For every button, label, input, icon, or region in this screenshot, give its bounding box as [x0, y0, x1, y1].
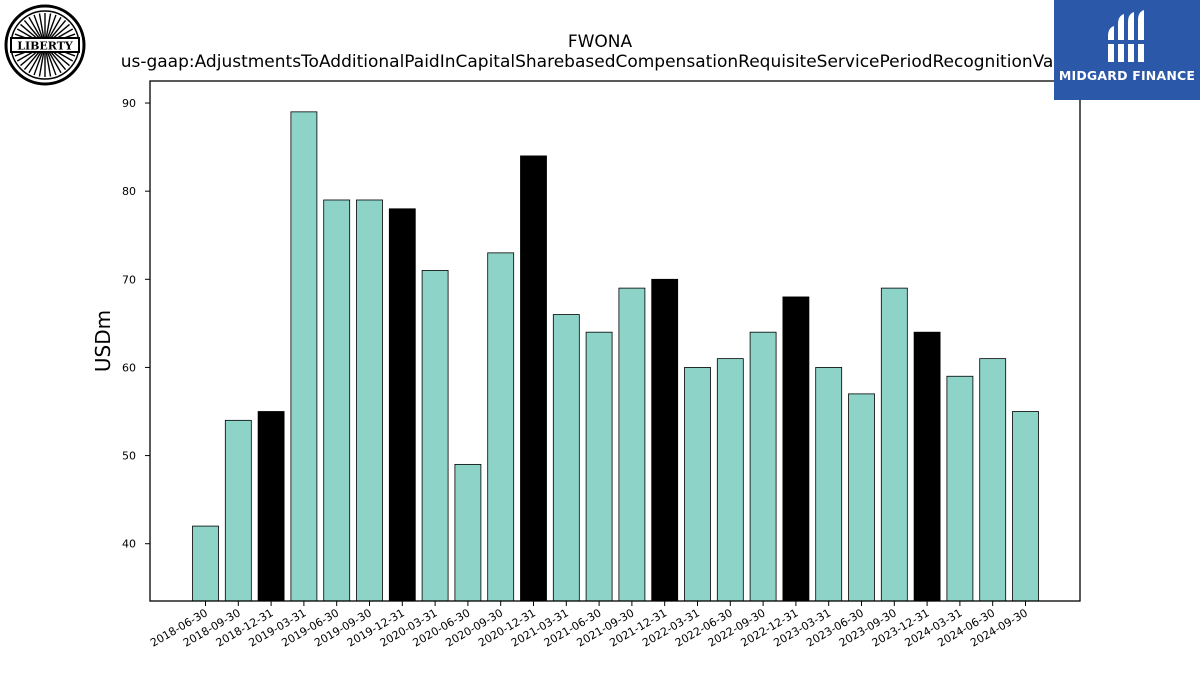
y-tick-label: 40 [122, 538, 136, 551]
logo-ray [49, 20, 67, 40]
bar-2019-12-31 [388, 208, 416, 602]
bar-2019-06-30 [323, 199, 351, 602]
bar-2020-03-31 [421, 270, 449, 602]
bar-2023-03-31 [815, 367, 843, 602]
chart-title: FWONA [567, 32, 633, 52]
bar-2021-03-31 [552, 314, 580, 602]
bar-2024-09-30 [1012, 411, 1039, 602]
logo-ray [23, 50, 41, 70]
bar-2018-12-31 [257, 411, 285, 602]
logo-ray [45, 13, 52, 38]
logo-ray [23, 20, 41, 40]
logo-ray [45, 52, 52, 77]
bar-2020-06-30 [454, 463, 482, 602]
y-axis: 40 50 60 70 80 90 [122, 97, 150, 551]
plot-frame [149, 80, 1081, 602]
bar-2022-09-30 [749, 331, 777, 602]
logo-ray [47, 14, 57, 38]
logo-ray [48, 51, 62, 74]
bar-2022-03-31 [684, 367, 711, 602]
bar-2018-09-30 [224, 419, 252, 602]
y-tick-label: 50 [122, 450, 136, 463]
bar-2019-03-31 [290, 111, 318, 602]
bars-group [192, 111, 1039, 602]
bar-2020-12-31 [520, 155, 547, 602]
logo-ray [47, 52, 57, 76]
bar-2021-09-30 [618, 287, 646, 602]
bar-2024-06-30 [979, 358, 1007, 602]
bar-2018-06-30 [192, 525, 219, 602]
logo-ray [49, 50, 67, 70]
bar-2023-12-31 [913, 331, 941, 602]
y-axis-label: USDm [91, 310, 115, 372]
logo-ray [48, 16, 62, 39]
midgard-finance-logo-text: MIDGARD FINANCE [1058, 68, 1196, 83]
logo-ray [38, 52, 45, 77]
logo-ray [38, 13, 45, 38]
logo-ray [33, 52, 43, 76]
bar-2023-06-30 [848, 393, 875, 602]
bar-2022-06-30 [716, 358, 744, 602]
bar-2021-12-31 [651, 278, 679, 602]
liberty-logo-text: LIBERTY [17, 40, 73, 53]
logo-ray [28, 51, 42, 74]
bar-2022-12-31 [782, 296, 810, 602]
liberty-logo: LIBERTY [4, 4, 86, 86]
bar-2024-03-31 [946, 375, 974, 602]
bar-2019-09-30 [356, 199, 383, 602]
logo-ray [28, 16, 42, 39]
y-tick-label: 80 [122, 185, 136, 198]
bar-2021-06-30 [585, 331, 613, 602]
x-axis: 2018-06-302018-09-302018-12-312019-03-31… [148, 601, 1030, 650]
y-tick-label: 70 [122, 273, 136, 286]
chart-subtitle: us-gaap:AdjustmentsToAdditionalPaidInCap… [120, 52, 1080, 72]
y-tick-label: 60 [122, 361, 136, 374]
bar-2020-09-30 [487, 252, 515, 602]
logo-ray [33, 14, 43, 38]
y-tick-label: 90 [122, 97, 136, 110]
bar-2023-09-30 [880, 287, 908, 602]
midgard-finance-logo: MIDGARD FINANCE [1054, 0, 1200, 100]
